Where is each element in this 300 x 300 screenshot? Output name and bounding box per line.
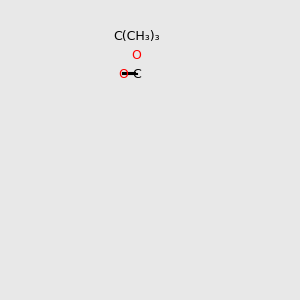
- Text: C(CH₃)₃: C(CH₃)₃: [113, 30, 160, 43]
- Text: O: O: [118, 68, 128, 81]
- Text: O: O: [132, 49, 141, 62]
- Text: C: C: [132, 68, 141, 81]
